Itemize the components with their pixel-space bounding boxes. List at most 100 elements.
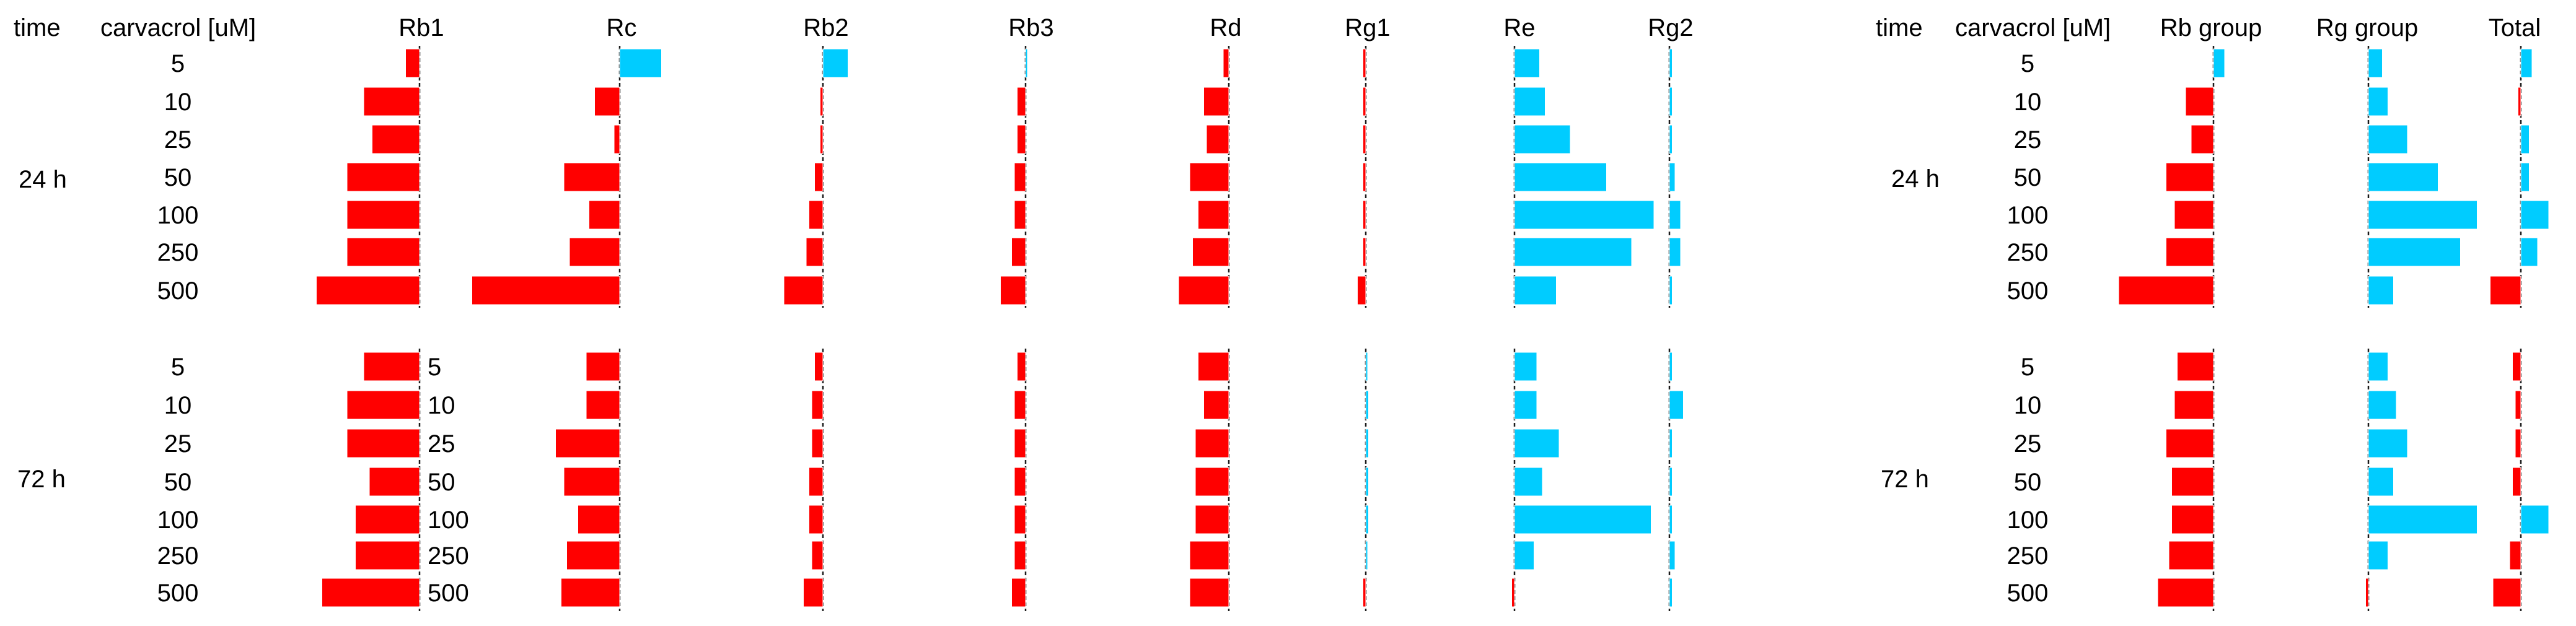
bar-rg1-72-h-10 — [1365, 390, 1369, 420]
bar-rc-72-h-5 — [586, 352, 620, 381]
dose-label-mid-72-h-10: 10 — [428, 392, 455, 419]
bar-rb3-72-h-5 — [1017, 352, 1026, 381]
bar-rg1-24-h-250 — [1363, 237, 1366, 267]
bar-rg2-72-h-50 — [1669, 467, 1673, 497]
dose-label-mid-72-h-100: 100 — [428, 506, 469, 534]
bar-rd-24-h-5 — [1223, 48, 1229, 78]
bar-total-72-h-10 — [2515, 390, 2521, 420]
bar-rg2-24-h-250 — [1669, 237, 1681, 267]
bar-rg-group-72-h-10 — [2368, 390, 2397, 420]
panel-title-rb2: Rb2 — [803, 14, 848, 41]
bar-rg-group-72-h-250 — [2368, 541, 2388, 570]
bar-rb2-72-h-50 — [809, 467, 824, 497]
panel-title-rg1: Rg1 — [1345, 14, 1390, 41]
bar-rb1-24-h-10 — [363, 87, 420, 116]
bar-rb-group-72-h-10 — [2174, 390, 2214, 420]
bar-rc-24-h-50 — [563, 162, 620, 192]
panel-title-rb1: Rb1 — [398, 14, 444, 41]
bar-rb-group-24-h-5 — [2213, 48, 2225, 78]
bar-rc-24-h-5 — [619, 48, 662, 78]
bar-re-72-h-500 — [1511, 578, 1515, 607]
bar-re-72-h-5 — [1514, 352, 1537, 381]
dose-label-mid-72-h-50: 50 — [428, 469, 455, 496]
bar-rd-72-h-100 — [1195, 505, 1229, 534]
group-label-24h-left: 24 h — [19, 166, 67, 193]
header-dose-right: carvacrol [uM] — [1955, 14, 2111, 41]
bar-rg-group-24-h-250 — [2368, 237, 2461, 267]
bar-rb1-72-h-100 — [355, 505, 420, 534]
bar-rb2-24-h-50 — [814, 162, 824, 192]
dose-label-left-24-h-500: 500 — [157, 277, 199, 305]
bar-re-24-h-25 — [1514, 124, 1571, 154]
bar-rb1-72-h-5 — [363, 352, 420, 381]
bar-total-24-h-50 — [2520, 162, 2530, 192]
bar-rb3-72-h-10 — [1014, 390, 1026, 420]
bar-rb3-24-h-50 — [1014, 162, 1026, 192]
bar-rg-group-24-h-500 — [2368, 276, 2394, 305]
bar-rg1-72-h-500 — [1363, 578, 1366, 607]
bar-re-24-h-50 — [1514, 162, 1607, 192]
dose-label-right-72-h-10: 10 — [2014, 392, 2042, 419]
bar-rg1-72-h-25 — [1365, 428, 1369, 458]
bar-rd-24-h-25 — [1206, 124, 1229, 154]
bar-rd-72-h-10 — [1203, 390, 1229, 420]
bar-rb-group-24-h-50 — [2166, 162, 2214, 192]
bar-total-72-h-500 — [2492, 578, 2521, 607]
bar-rg-group-72-h-25 — [2368, 428, 2408, 458]
bar-rg1-72-h-50 — [1365, 467, 1369, 497]
bar-rg2-72-h-100 — [1669, 505, 1673, 534]
bar-rg1-72-h-250 — [1365, 541, 1368, 570]
bar-rc-72-h-25 — [555, 428, 620, 458]
bar-rg1-24-h-5 — [1363, 48, 1366, 78]
dose-label-right-72-h-25: 25 — [2014, 430, 2042, 458]
bar-rb2-24-h-100 — [809, 200, 824, 230]
bar-rb2-24-h-25 — [820, 124, 824, 154]
bar-rc-72-h-500 — [561, 578, 620, 607]
bar-rb1-72-h-25 — [346, 428, 420, 458]
group-label-72h-left: 72 h — [17, 466, 66, 493]
bar-rd-24-h-250 — [1192, 237, 1229, 267]
bar-rg-group-24-h-100 — [2368, 200, 2477, 230]
bar-rb2-72-h-250 — [811, 541, 824, 570]
bar-rb3-72-h-250 — [1014, 541, 1026, 570]
dose-label-right-72-h-100: 100 — [2007, 506, 2049, 534]
bar-rg2-72-h-250 — [1669, 541, 1676, 570]
bar-rd-72-h-25 — [1195, 428, 1229, 458]
header-dose-left: carvacrol [uM] — [100, 14, 256, 41]
dose-label-right-72-h-5: 5 — [2021, 354, 2034, 381]
bar-rd-24-h-500 — [1178, 276, 1229, 305]
bar-rb1-72-h-50 — [369, 467, 420, 497]
bar-rd-72-h-50 — [1195, 467, 1229, 497]
bar-rb1-24-h-100 — [346, 200, 420, 230]
dose-label-left-24-h-50: 50 — [164, 164, 192, 191]
bar-rb-group-72-h-5 — [2177, 352, 2214, 381]
group-label-24h-right: 24 h — [1891, 165, 1940, 193]
bar-rg1-24-h-10 — [1363, 87, 1366, 116]
bar-rb1-24-h-500 — [316, 276, 420, 305]
panel-title-rb-group: Rb group — [2160, 14, 2262, 41]
bar-re-24-h-500 — [1514, 276, 1557, 305]
bar-rg-group-24-h-5 — [2368, 48, 2383, 78]
bar-rg2-72-h-10 — [1669, 390, 1684, 420]
bar-rb2-24-h-250 — [806, 237, 824, 267]
dose-label-right-72-h-250: 250 — [2007, 542, 2049, 570]
bar-rb1-72-h-500 — [322, 578, 420, 607]
bar-re-24-h-10 — [1514, 87, 1545, 116]
bar-total-72-h-5 — [2512, 352, 2521, 381]
bar-rb-group-72-h-500 — [2157, 578, 2214, 607]
bar-rg1-72-h-100 — [1365, 505, 1369, 534]
bar-rd-24-h-100 — [1198, 200, 1229, 230]
panel-title-rg-group: Rg group — [2316, 14, 2419, 41]
bar-re-72-h-10 — [1514, 390, 1537, 420]
bar-total-72-h-25 — [2515, 428, 2521, 458]
bar-rb-group-24-h-100 — [2174, 200, 2214, 230]
bar-rg-group-72-h-500 — [2365, 578, 2369, 607]
bar-rg2-72-h-25 — [1669, 428, 1673, 458]
bar-rc-72-h-100 — [578, 505, 620, 534]
dose-label-mid-72-h-250: 250 — [428, 542, 469, 570]
group-label-72h-right: 72 h — [1881, 466, 1929, 493]
bar-rb-group-72-h-250 — [2168, 541, 2214, 570]
bar-rb3-72-h-500 — [1011, 578, 1026, 607]
bar-rb1-24-h-5 — [405, 48, 420, 78]
bar-rg-group-24-h-50 — [2368, 162, 2438, 192]
